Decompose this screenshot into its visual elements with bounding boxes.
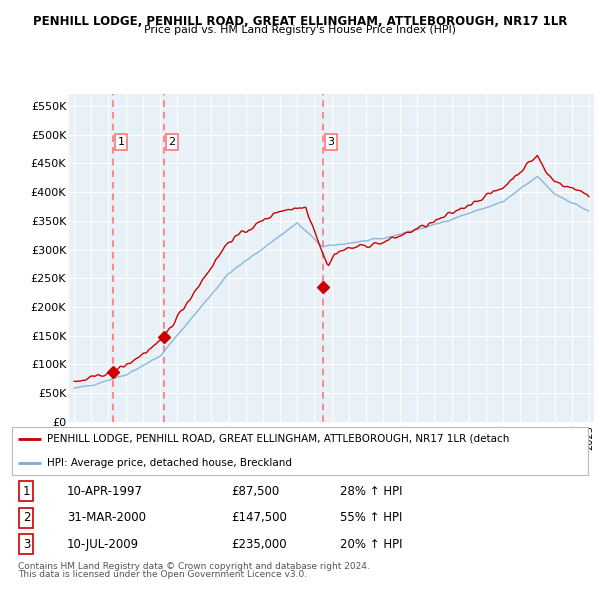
Text: 10-JUL-2009: 10-JUL-2009 [67,537,139,551]
Text: 1: 1 [118,137,125,147]
Text: 1: 1 [23,484,30,498]
Text: PENHILL LODGE, PENHILL ROAD, GREAT ELLINGHAM, ATTLEBOROUGH, NR17 1LR: PENHILL LODGE, PENHILL ROAD, GREAT ELLIN… [33,15,567,28]
Text: This data is licensed under the Open Government Licence v3.0.: This data is licensed under the Open Gov… [18,570,307,579]
Text: £235,000: £235,000 [231,537,287,551]
Text: 55% ↑ HPI: 55% ↑ HPI [340,511,403,525]
Text: £87,500: £87,500 [231,484,279,498]
Text: 31-MAR-2000: 31-MAR-2000 [67,511,146,525]
Text: 3: 3 [23,537,30,551]
Text: HPI: Average price, detached house, Breckland: HPI: Average price, detached house, Brec… [47,458,292,468]
Text: 2: 2 [23,511,30,525]
Text: 28% ↑ HPI: 28% ↑ HPI [340,484,403,498]
Text: 20% ↑ HPI: 20% ↑ HPI [340,537,403,551]
Text: Contains HM Land Registry data © Crown copyright and database right 2024.: Contains HM Land Registry data © Crown c… [18,562,370,571]
Text: 3: 3 [328,137,335,147]
Text: £147,500: £147,500 [231,511,287,525]
Text: 10-APR-1997: 10-APR-1997 [67,484,143,498]
Text: Price paid vs. HM Land Registry's House Price Index (HPI): Price paid vs. HM Land Registry's House … [144,25,456,35]
Text: PENHILL LODGE, PENHILL ROAD, GREAT ELLINGHAM, ATTLEBOROUGH, NR17 1LR (detach: PENHILL LODGE, PENHILL ROAD, GREAT ELLIN… [47,434,509,444]
Text: 2: 2 [169,137,176,147]
